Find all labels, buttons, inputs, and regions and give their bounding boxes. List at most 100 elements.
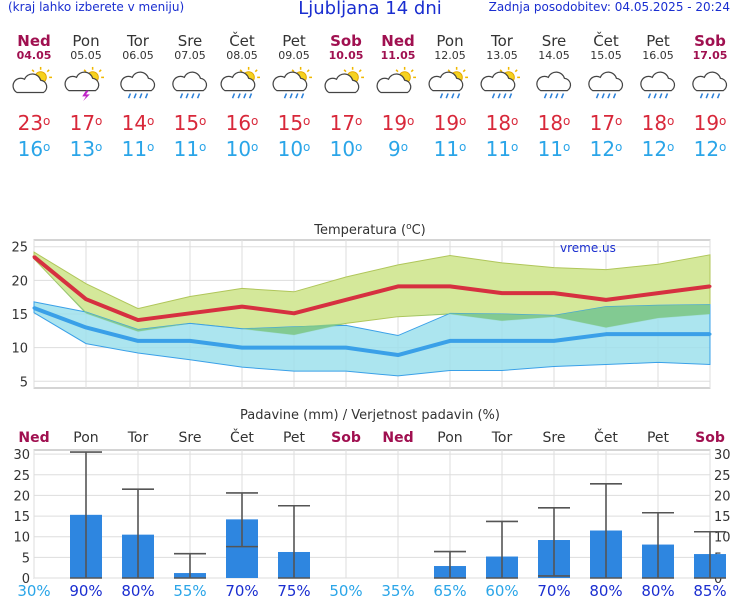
degree-sign: o [199, 114, 207, 128]
min-temp: 12o [684, 136, 736, 162]
daily-forecast: Ned 04.05 23o 16o Pon 05.05 17o 13o Tor 06.05 14o 1… [8, 32, 736, 172]
min-temp-value: 16 [17, 137, 44, 161]
temperature-tick-label: 10 [11, 342, 28, 357]
precipitation-probability: 30% [17, 582, 50, 600]
min-temp-value: 10 [225, 137, 252, 161]
degree-sign: o [147, 114, 155, 128]
region-menu-hint[interactable]: (kraj lahko izberete v meniju) [8, 0, 185, 14]
day-column: Čet 08.05 16o 10o [216, 32, 268, 162]
precipitation-day-label: Sob [331, 430, 361, 446]
rain-cloud-icon [120, 71, 156, 99]
precipitation-probability: 70% [537, 582, 570, 600]
precipitation-tick-left: 10 [13, 531, 30, 546]
rain-cloud-icon [172, 71, 208, 99]
max-temp-point [708, 284, 712, 288]
min-temp-value: 12 [693, 137, 720, 161]
degree-sign: o [355, 140, 363, 154]
forecast-charts: Temperatura (oC) 5 10 15 20 25 vreme.us Padavin… [11, 222, 731, 600]
max-temp-value: 19 [381, 111, 408, 135]
min-temp-value: 10 [329, 137, 356, 161]
precipitation-day-label: Pon [73, 430, 98, 446]
max-temp-point [552, 291, 556, 295]
degree-sign: o [511, 114, 519, 128]
min-temp: 12o [632, 136, 684, 162]
last-update: Zadnja posodobitev: 04.05.2025 - 20:24 [488, 0, 730, 14]
precipitation-day-label: Sre [179, 430, 202, 446]
max-temp-point [292, 311, 296, 315]
day-column: Pet 09.05 15o 10o [268, 32, 320, 162]
degree-sign: o [355, 114, 363, 128]
min-temp: 10o [320, 136, 372, 162]
day-name: Sre [541, 32, 567, 50]
rain-cloud-icon [588, 71, 624, 99]
precipitation-day-label: Pet [283, 430, 306, 446]
precipitation-tick-left: 15 [13, 510, 30, 525]
max-temp: 19o [684, 110, 736, 136]
min-temp-point [84, 325, 88, 329]
min-temp-value: 11 [485, 137, 512, 161]
precipitation-probability: 50% [329, 582, 362, 600]
day-column: Čet 15.05 17o 12o [580, 32, 632, 162]
day-name: Pon [436, 32, 464, 50]
degree-sign: o [95, 114, 103, 128]
precipitation-tick-right: 10 [714, 531, 731, 546]
degree-sign: o [511, 140, 519, 154]
degree-sign: o [459, 140, 467, 154]
degree-sign: o [43, 140, 51, 154]
day-date: 16.05 [642, 49, 674, 62]
max-temp: 18o [476, 110, 528, 136]
degree-sign: o [400, 140, 409, 154]
max-temp-value: 19 [693, 111, 720, 135]
min-temp-point [344, 346, 348, 350]
max-temp-line [32, 255, 711, 323]
max-temp: 18o [632, 110, 684, 136]
max-temp: 14o [112, 110, 164, 136]
max-temp-value: 17 [329, 111, 356, 135]
max-temp: 15o [164, 110, 216, 136]
max-temp-value: 19 [433, 111, 460, 135]
max-temp-value: 15 [173, 111, 200, 135]
precipitation-title: Padavine (mm) / Verjetnost padavin (%) [240, 408, 500, 423]
sun-rain-icon [480, 66, 520, 99]
min-temp-value: 11 [173, 137, 200, 161]
max-temp-value: 18 [485, 111, 512, 135]
degree-sign: o [459, 114, 467, 128]
day-column: Ned 04.05 23o 16o [8, 32, 60, 162]
watermark: vreme.us [560, 241, 616, 255]
precipitation-tick-left: 20 [13, 489, 30, 504]
degree-sign: o [95, 140, 103, 154]
min-temp: 11o [476, 136, 528, 162]
precipitation-probability: 90% [69, 582, 102, 600]
precipitation-tick-right: 0 [714, 572, 722, 587]
precipitation-tick-left: 25 [13, 469, 30, 484]
max-temp-value: 18 [537, 111, 564, 135]
min-temp-point [552, 339, 556, 343]
day-date: 06.05 [122, 49, 154, 62]
max-temp-point [344, 298, 348, 302]
min-temp-value: 9 [387, 137, 401, 161]
partly-cloudy-icon [376, 66, 416, 94]
day-column: Pet 16.05 18o 12o [632, 32, 684, 162]
min-temp-value: 11 [537, 137, 564, 161]
min-temp-value: 11 [121, 137, 148, 161]
max-temp-point [136, 318, 140, 322]
min-temp-point [292, 346, 296, 350]
partly-cloudy-icon [12, 66, 52, 94]
precipitation-tick-right: 20 [714, 489, 731, 504]
precipitation-probability: 55% [173, 582, 206, 600]
day-name: Čet [593, 32, 619, 50]
min-temp-point [448, 339, 452, 343]
degree-sign: o [563, 114, 571, 128]
day-date: 11.05 [380, 49, 416, 62]
min-temp-point [604, 332, 608, 336]
day-name: Sre [177, 32, 203, 50]
day-name: Sob [694, 32, 726, 50]
day-date: 07.05 [174, 49, 206, 62]
day-date: 05.05 [70, 49, 102, 62]
temperature-tick-label: 20 [11, 274, 28, 289]
day-name: Pon [72, 32, 100, 50]
day-date: 04.05 [16, 49, 52, 62]
min-temp-point [500, 339, 504, 343]
min-temp: 11o [164, 136, 216, 162]
min-temp: 11o [424, 136, 476, 162]
